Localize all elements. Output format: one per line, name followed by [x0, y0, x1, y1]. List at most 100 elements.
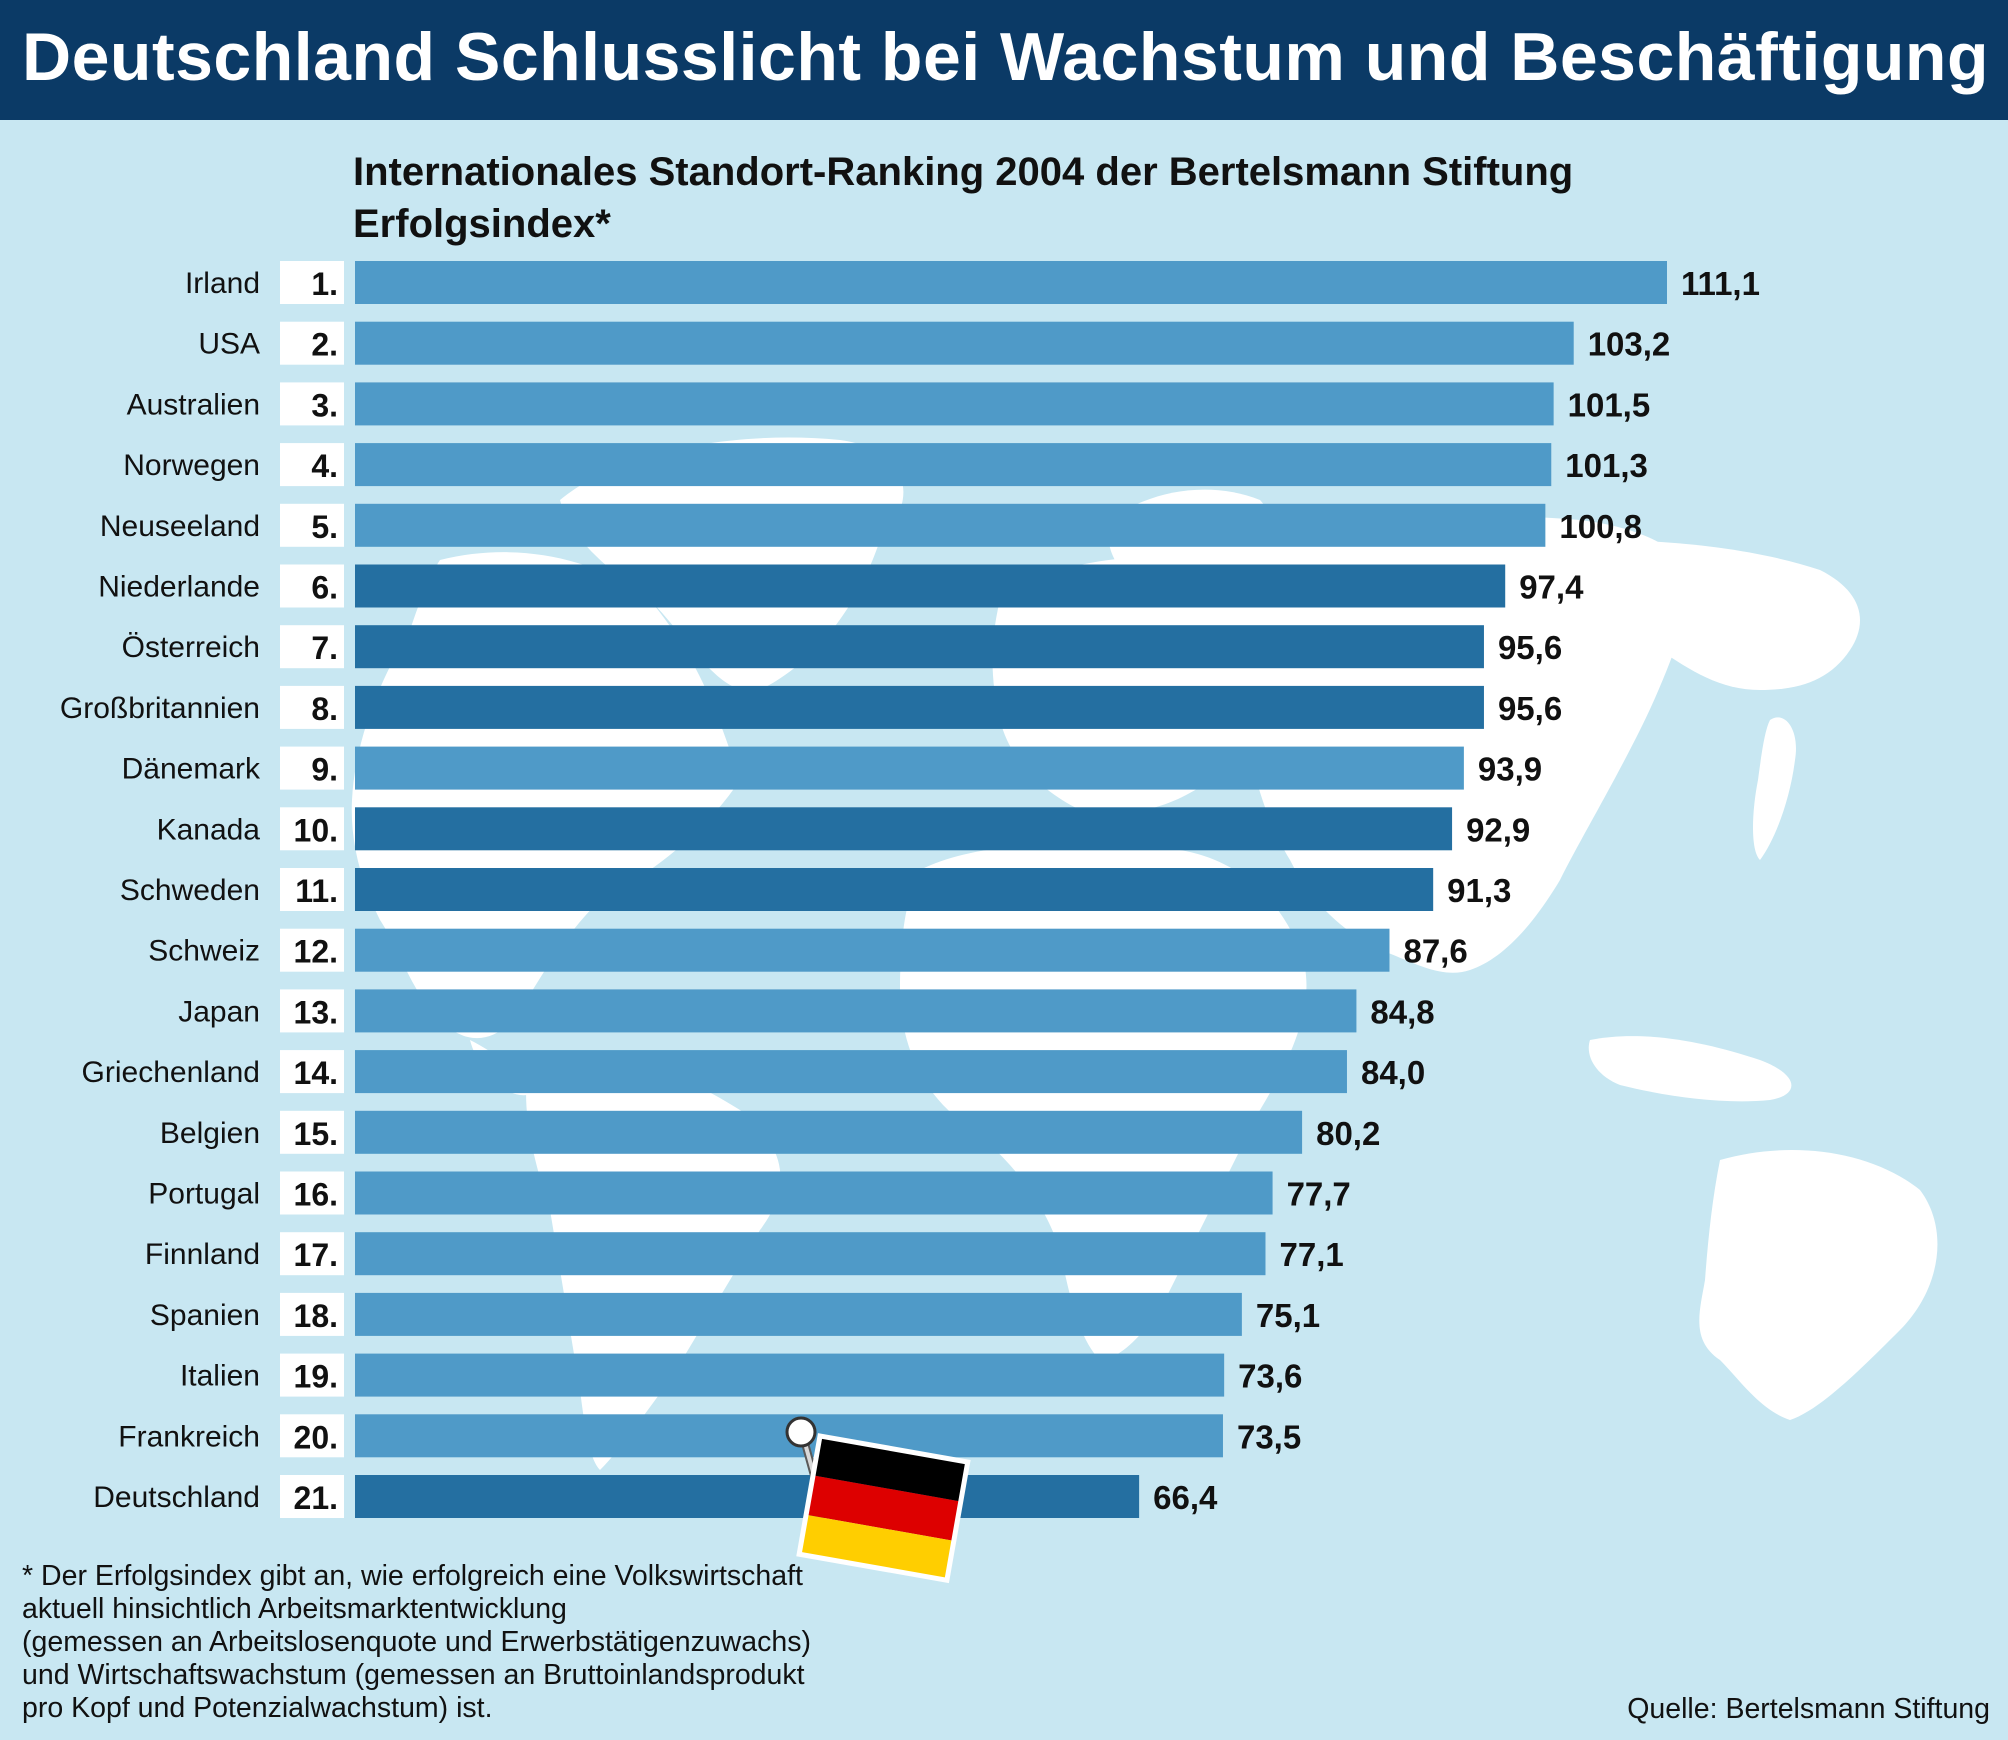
country-label: Australien	[127, 388, 260, 421]
footnote: * Der Erfolgsindex gibt an, wie erfolgre…	[22, 1560, 922, 1725]
bar-niederlande	[355, 564, 1506, 608]
value-label: 75,1	[1256, 1297, 1320, 1334]
value-label: 77,7	[1287, 1176, 1351, 1213]
bar-spanien	[355, 1292, 1242, 1336]
bar-griechenland	[355, 1050, 1347, 1094]
rank-box	[280, 443, 344, 487]
source-note: Quelle: Bertelsmann Stiftung	[1627, 1693, 1990, 1725]
bar-usa	[355, 321, 1574, 365]
rank-label: 7.	[311, 630, 338, 666]
bar-australien	[355, 382, 1554, 426]
country-label: Irland	[185, 267, 260, 300]
rank-label: 4.	[311, 448, 338, 484]
rank-label: 1.	[311, 266, 338, 302]
rank-label: 8.	[311, 691, 338, 727]
bar-belgien	[355, 1110, 1303, 1154]
rank-label: 16.	[294, 1177, 338, 1213]
rank-box	[280, 928, 344, 972]
value-label: 87,6	[1403, 933, 1467, 970]
footnote-line: und Wirtschaftswachstum (gemessen an Bru…	[22, 1659, 805, 1691]
value-label: 77,1	[1279, 1236, 1343, 1273]
rank-box	[280, 564, 344, 608]
rank-box	[280, 503, 344, 547]
rank-label: 17.	[294, 1237, 338, 1273]
rank-box	[280, 685, 344, 729]
rank-box	[280, 382, 344, 426]
country-label: USA	[198, 328, 260, 361]
rank-label: 19.	[294, 1359, 338, 1395]
rank-box	[280, 1171, 344, 1215]
footnote-line: pro Kopf und Potenzialwachstum) ist.	[22, 1692, 493, 1724]
country-label: Deutschland	[93, 1481, 260, 1514]
rank-box	[280, 1232, 344, 1276]
map-indonesia	[1588, 1036, 1792, 1102]
bar-norwegen	[355, 443, 1552, 487]
header-banner: Deutschland Schlusslicht bei Wachstum un…	[0, 0, 2008, 120]
country-label: Kanada	[157, 813, 261, 846]
value-label: 73,6	[1238, 1358, 1302, 1395]
rank-label: 15.	[294, 1116, 338, 1152]
country-label: Belgien	[160, 1117, 260, 1150]
country-label: Griechenland	[82, 1056, 260, 1089]
value-label: 66,4	[1153, 1479, 1218, 1516]
country-label: Finnland	[145, 1238, 260, 1271]
value-label: 91,3	[1447, 872, 1511, 909]
bar-kanada	[355, 807, 1453, 851]
rank-label: 14.	[294, 1055, 338, 1091]
rank-label: 10.	[294, 812, 338, 848]
country-label: Schweiz	[148, 935, 260, 968]
labels-group: Irland 1. 111,1 USA 2. 103,2 Australien 3. 101,5…	[60, 261, 1760, 1518]
map-africa	[900, 844, 1307, 1360]
german-flag-pin-icon	[785, 1416, 971, 1584]
map-russia-east	[1600, 540, 1860, 690]
world-map-background	[351, 437, 1938, 1470]
rank-box	[280, 1292, 344, 1336]
country-label: Niederlande	[98, 571, 260, 604]
bar-schweden	[355, 868, 1434, 911]
rank-label: 21.	[294, 1480, 338, 1516]
bar-großbritannien	[355, 685, 1484, 729]
map-australia	[1699, 1150, 1938, 1420]
bar-irland	[355, 261, 1667, 304]
bar-italien	[355, 1353, 1225, 1397]
rank-box	[280, 625, 344, 669]
value-label: 111,1	[1681, 265, 1760, 302]
country-label: Dänemark	[122, 753, 261, 786]
value-label: 73,5	[1237, 1418, 1301, 1455]
value-label: 80,2	[1316, 1115, 1380, 1152]
country-label: Großbritannien	[60, 692, 260, 725]
country-label: Japan	[178, 995, 260, 1028]
value-label: 95,6	[1498, 690, 1562, 727]
rank-label: 13.	[294, 994, 338, 1030]
rank-box	[280, 261, 344, 304]
country-label: Norwegen	[123, 449, 260, 482]
country-label: Österreich	[122, 631, 260, 664]
value-label: 84,0	[1361, 1054, 1425, 1091]
footnote-line: aktuell hinsichtlich Arbeitsmarktentwick…	[22, 1593, 567, 1625]
value-label: 95,6	[1498, 629, 1562, 666]
bar-schweiz	[355, 928, 1390, 972]
value-label: 100,8	[1559, 508, 1642, 545]
value-label: 84,8	[1370, 993, 1434, 1030]
rank-box	[280, 1475, 344, 1518]
bar-österreich	[355, 625, 1484, 669]
rank-box	[280, 868, 344, 911]
rank-label: 12.	[294, 934, 338, 970]
value-label: 93,9	[1478, 751, 1542, 788]
country-label: Spanien	[150, 1299, 260, 1332]
rank-box	[280, 989, 344, 1033]
bar-japan	[355, 989, 1357, 1033]
footnote-line: * Der Erfolgsindex gibt an, wie erfolgre…	[22, 1560, 803, 1592]
rank-box	[280, 807, 344, 851]
rank-box	[280, 321, 344, 365]
country-label: Schweden	[120, 874, 260, 907]
page-title: Deutschland Schlusslicht bei Wachstum un…	[22, 19, 1989, 95]
rank-label: 9.	[311, 752, 338, 788]
chart-title: Internationales Standort-Ranking 2004 de…	[353, 150, 1574, 194]
country-label: Neuseeland	[100, 510, 260, 543]
bar-deutschland	[355, 1475, 1140, 1518]
map-japan	[1753, 717, 1796, 860]
map-north-america	[351, 552, 740, 1039]
country-label: Portugal	[148, 1178, 260, 1211]
